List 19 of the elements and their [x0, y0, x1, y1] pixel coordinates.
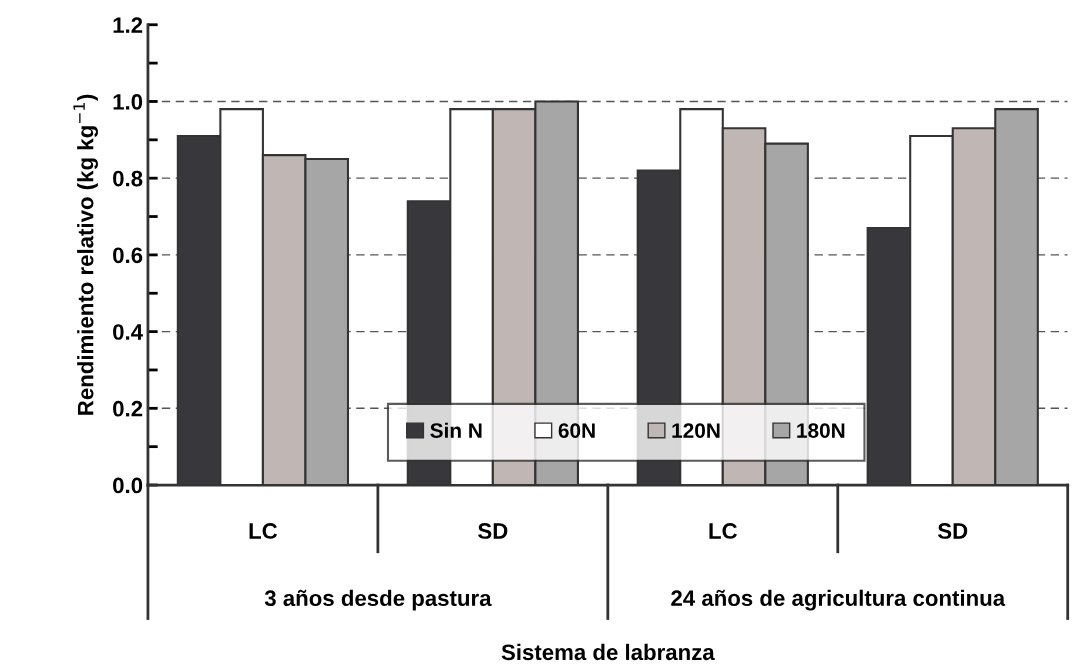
y-tick-label: 0.2 [113, 400, 143, 417]
y-axis-title: Rendimiento relativo (kg kg$^{−1}$) [73, 94, 98, 415]
y-tick-label: 0.4 [113, 324, 143, 340]
y-tick-label: 1.2 [113, 17, 143, 33]
legend-label: 180N [797, 423, 845, 438]
legend-label: 120N [672, 423, 720, 438]
x-tick-label: LC [249, 523, 278, 539]
y-tick-label: 1.0 [113, 94, 143, 110]
x-tick-label: SD [937, 523, 968, 539]
x-tick-label: LC [709, 523, 737, 539]
text: 3 años desde pastura [264, 589, 492, 611]
text: 24 años de agricultura continua [671, 589, 1006, 611]
y-tick-label: 0.6 [113, 247, 143, 264]
x-axis-title: Sistema de labranza [501, 643, 715, 661]
y-tick-label: 0.0 [113, 477, 143, 494]
legend-label: 60N [558, 423, 595, 438]
x-tick-label: SD [478, 523, 508, 539]
y-tick-label: 0.8 [113, 170, 143, 187]
legend-label: Sin N [430, 422, 482, 438]
